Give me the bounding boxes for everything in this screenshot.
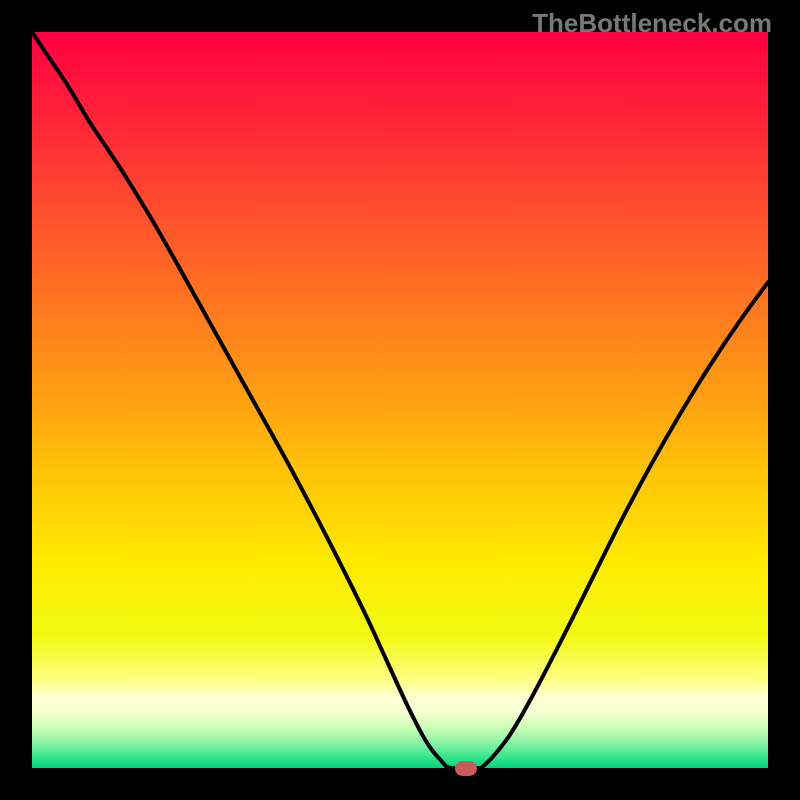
chart-container: TheBottleneck.com xyxy=(0,0,800,800)
curve-layer xyxy=(32,32,768,768)
watermark-text: TheBottleneck.com xyxy=(532,8,772,39)
curve-left xyxy=(32,32,481,768)
minimum-marker xyxy=(455,761,477,776)
plot-area xyxy=(32,32,768,768)
curve-right xyxy=(481,282,768,768)
